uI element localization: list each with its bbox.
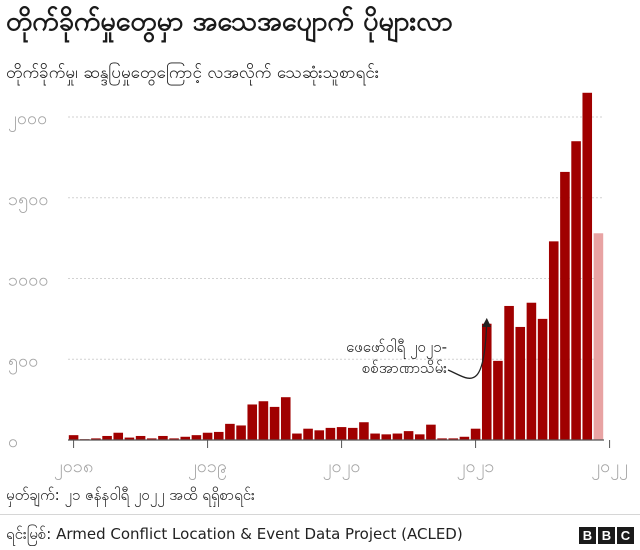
bar — [537, 318, 548, 440]
coup-annotation: ဖေဖော်ဝါရီ ၂၀၂၁-စစ်အာဏာသိမ်း — [346, 317, 492, 379]
bars — [68, 92, 604, 441]
annotation-text: ဖေဖော်ဝါရီ ၂၀၂၁- — [346, 338, 447, 359]
bar — [504, 305, 514, 440]
bar — [180, 436, 191, 440]
bar — [124, 437, 135, 440]
y-tick-label: ၂၀၀၀ — [8, 108, 47, 132]
bar — [146, 438, 157, 440]
bar — [571, 141, 581, 440]
y-tick-label: ၅၀၀ — [8, 350, 38, 374]
chart-title: တိုက်ခိုက်မှုတွေမှာ အသေအပျောက် ပိုများလာ — [6, 6, 453, 37]
bar — [336, 427, 347, 440]
bar — [560, 171, 570, 440]
bar — [414, 434, 425, 440]
x-tick-label: ၂၀၂၀ — [323, 456, 361, 480]
bar — [481, 323, 492, 440]
annotation-text: စစ်အာဏာသိမ်း — [362, 359, 447, 377]
x-tick-label: ၂၀၂၂ — [591, 456, 628, 480]
x-axis — [68, 439, 611, 448]
x-tick-label: ၂၀၁၈ — [54, 456, 93, 480]
bar — [292, 433, 302, 440]
y-tick-label: ၁၅၀၀ — [8, 189, 49, 213]
bar — [515, 326, 526, 440]
y-tick-label: ၁၀၀၀ — [8, 270, 49, 291]
bar — [303, 428, 313, 440]
x-tick-label: ၂၀၁၉ — [188, 456, 227, 480]
bar — [470, 428, 481, 440]
bar — [225, 423, 235, 440]
x-tick-label: ၂၀၂၁ — [457, 456, 495, 480]
logo-letter: B — [598, 527, 615, 544]
bar — [347, 427, 358, 440]
bar — [236, 425, 246, 440]
chart-subtitle: တိုက်ခိုက်မှု၊ ဆန္ဒပြမှုတွေကြောင့် လအလို… — [6, 63, 380, 83]
bar — [426, 424, 436, 440]
bar — [269, 406, 280, 440]
bar — [448, 438, 459, 440]
bar — [392, 433, 403, 440]
bar — [459, 436, 470, 440]
bar — [325, 427, 336, 440]
bar — [381, 434, 392, 440]
bar — [582, 92, 593, 441]
footer-divider — [0, 514, 640, 515]
bar — [213, 431, 224, 440]
bar — [113, 432, 124, 440]
gridlines — [68, 116, 604, 360]
annotation-arrow — [447, 317, 492, 379]
bar — [135, 435, 146, 440]
logo-letter: B — [579, 527, 596, 544]
bar — [359, 422, 369, 440]
bbc-logo: B B C — [579, 527, 634, 544]
bar — [280, 397, 291, 440]
bar — [247, 404, 258, 440]
logo-letter: C — [617, 527, 634, 544]
bar — [437, 438, 447, 440]
y-tick-label: ၀ — [8, 431, 18, 452]
bar — [548, 241, 559, 440]
bar-partial-month — [593, 233, 604, 440]
bar — [370, 433, 380, 440]
bar — [102, 435, 112, 440]
source-text: ရင်းမြစ်: Armed Conflict Location & Even… — [6, 525, 463, 543]
bar — [493, 360, 503, 440]
bar — [169, 438, 179, 440]
bar — [314, 430, 325, 440]
bar — [403, 431, 414, 440]
bar — [526, 302, 537, 440]
footnote: မှတ်ချက်: ၂၁ ဇန်နဝါရီ ၂၀၂၂ အထိ ရရှိစာရင်… — [6, 486, 255, 504]
bar — [91, 438, 101, 440]
bar — [158, 435, 168, 440]
bar — [258, 401, 269, 440]
bar — [202, 432, 213, 440]
bar — [68, 435, 79, 440]
bar — [191, 435, 202, 440]
